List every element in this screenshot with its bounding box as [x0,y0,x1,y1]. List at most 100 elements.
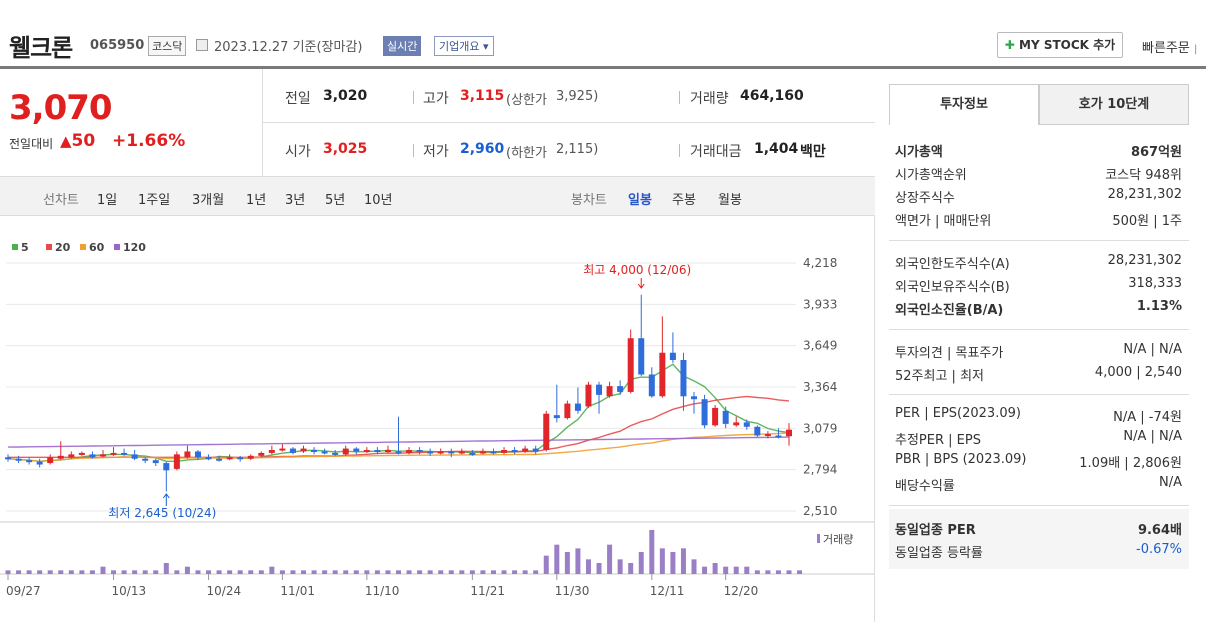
invest-value: 1.09배 | 2,806원 [1079,456,1182,471]
volume-bar [522,570,528,574]
candle-body [448,451,455,454]
invest-key: 시가총액 [895,145,943,160]
y-tick-label: 3,933 [803,297,837,311]
volume-bar [596,563,602,574]
tab-hoga[interactable]: 호가 10단계 [1039,84,1189,125]
candle-body [638,338,645,375]
volume-bar [237,570,243,574]
invest-key: 외국인한도주식수(A) [895,257,1010,272]
period-3y[interactable]: 3년 [285,193,306,208]
add-mystock-button[interactable]: ✚ MY STOCK 추가 [997,32,1123,58]
invest-value: N/A [1159,475,1182,490]
chart-svg: 4,218 3,933 3,649 3,364 3,079 2,794 2,510 5 20 60… [0,241,874,598]
candle-body [374,450,381,453]
candle-body [522,448,529,452]
invest-row: 액면가 | 매매단위 500원 | 1주 [895,207,1182,230]
x-tick-label: 11/10 [365,584,400,598]
volume-bar [480,570,486,574]
volume-bar [290,570,296,574]
candle-body [163,463,170,471]
candle-body [36,461,43,465]
plus-icon: ✚ [1004,38,1015,52]
volume-bar [111,570,117,574]
volume-bar [628,563,634,574]
volume-bar [564,552,570,574]
candle-monthly[interactable]: 월봉 [718,193,742,208]
invest-table-2: 외국인한도주식수(A) 28,231,302 외국인보유주식수(B) 318,333 외… [895,250,1182,319]
candle-body [712,407,719,426]
invest-row: 동일업종 등락률 -0.67% [895,539,1182,562]
invest-table-4: PER | EPS(2023.09) N/A | -74원 추정PER | EPS N… [895,403,1182,495]
candle-body [406,450,413,453]
volume-bar [89,570,95,574]
quick-order-label: 빠른주문 [1142,41,1190,56]
period-1w[interactable]: 1주일 [138,193,171,208]
period-3m[interactable]: 3개월 [192,193,225,208]
volume-bar [786,570,792,574]
invest-row: 시가총액순위 코스닥 948위 [895,161,1182,184]
tab-invest-info[interactable]: 투자정보 [889,84,1039,125]
volume-bar [649,530,655,574]
candle-body [764,434,771,437]
volume-bar [364,570,370,574]
candle-body [596,384,603,395]
volume-bar [248,570,254,574]
realtime-button[interactable]: 실시간 [383,36,422,56]
volume-bar [417,570,423,574]
candle-body [152,460,159,464]
volume-bar [427,570,433,574]
candle-body [743,422,750,427]
price-chart[interactable]: 4,218 3,933 3,649 3,364 3,079 2,794 2,510 5 20 60… [0,216,875,622]
invest-key: 액면가 | 매매단위 [895,214,992,229]
candle-body [353,448,360,452]
candle-body [237,457,244,460]
low-value: 2,960 [460,141,505,157]
volume-bar [512,570,518,574]
volume-bar [670,552,676,574]
invest-row: 외국인소진율(B/A) 1.13% [895,296,1182,319]
legend-label: 120 [123,241,146,254]
period-10y[interactable]: 10년 [364,193,393,208]
volume-bar [332,570,338,574]
candle-body [574,403,581,411]
volume-bar [227,570,233,574]
candle-body [300,448,307,452]
y-tick-label: 4,218 [803,256,837,270]
company-info-label: 기업개요 [439,40,480,53]
max-annotation: 최고 4,000 (12/06) [583,263,691,277]
invest-row: 동일업종 PER 9.64배 [895,516,1182,539]
candle-daily[interactable]: 일봉 [628,193,652,208]
candle-body [416,450,423,453]
divider [889,394,1189,395]
y-tick-label: 3,079 [803,421,837,435]
volume-bar [543,555,549,574]
sector-box [889,509,1189,569]
legend-swatch [12,244,18,250]
invest-row: PER | EPS(2023.09) N/A | -74원 [895,403,1182,426]
stock-code: 065950 [90,38,145,53]
invest-row: 외국인보유주식수(B) 318,333 [895,273,1182,296]
candle-body [363,450,370,453]
period-5y[interactable]: 5년 [325,193,346,208]
invest-table-3: 투자의견 | 목표주가 N/A | N/A 52주최고 | 최저 4,000 | 2,… [895,339,1182,385]
period-1d[interactable]: 1일 [97,193,118,208]
legend-swatch [114,244,120,250]
volume-bar [712,563,718,574]
volume-bar [100,566,106,574]
volume-bar [775,570,781,574]
volume-bar [311,570,317,574]
quick-order-button[interactable]: 빠른주문 | [1142,37,1197,56]
company-info-dropdown[interactable]: 기업개요 ▾ [434,36,494,56]
quote-row-1 [263,70,875,123]
candle-body [458,451,465,454]
volume-bar [216,570,222,574]
candle-body [226,457,233,460]
candle-body [216,458,223,461]
separator [679,91,680,104]
high-label: 고가 [423,91,449,107]
y-tick-label: 2,794 [803,463,837,477]
stock-name: 웰크론 [9,34,73,62]
candle-body [543,413,550,451]
period-1y[interactable]: 1년 [246,193,267,208]
candle-weekly[interactable]: 주봉 [672,193,696,208]
